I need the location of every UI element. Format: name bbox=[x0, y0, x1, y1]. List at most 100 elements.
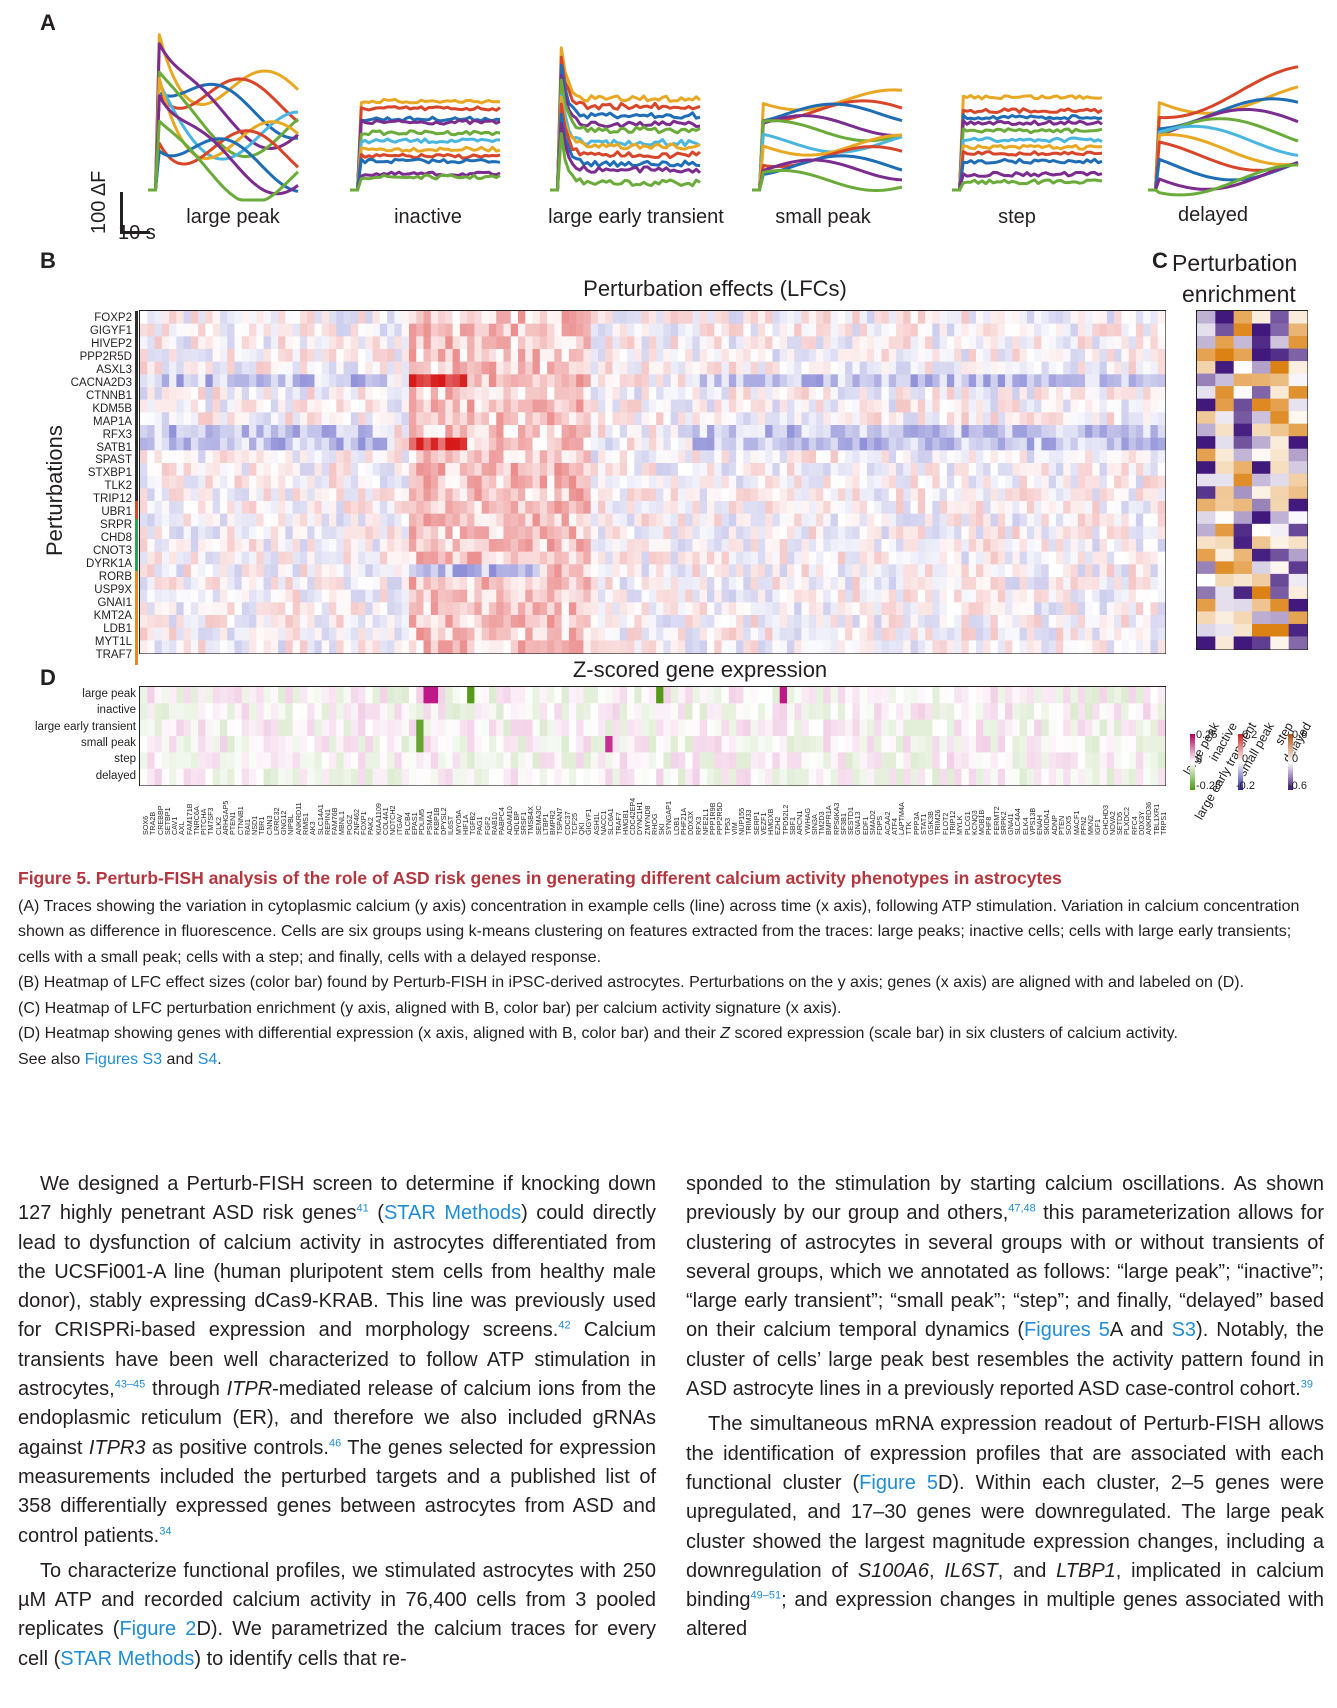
heatmap-cell bbox=[241, 526, 250, 540]
expression-cell bbox=[677, 752, 686, 770]
heatmap-cell bbox=[299, 450, 308, 464]
heatmap-cell bbox=[932, 412, 941, 426]
heatmap-cell bbox=[1157, 437, 1166, 451]
heatmap-cell bbox=[423, 501, 432, 515]
heatmap-cell bbox=[917, 311, 926, 325]
expression-cell bbox=[881, 768, 890, 786]
heatmap-cell bbox=[445, 349, 453, 363]
heatmap-cell bbox=[714, 589, 722, 603]
expression-cell bbox=[983, 703, 991, 721]
heatmap-cell bbox=[1099, 501, 1108, 515]
heatmap-cell bbox=[816, 463, 824, 477]
heatmap-cell bbox=[1077, 425, 1086, 439]
expression-cell bbox=[568, 719, 577, 737]
expression-cell bbox=[387, 736, 395, 753]
heatmap-cell bbox=[299, 627, 308, 641]
heatmap-cell bbox=[1012, 374, 1021, 388]
heatmap-cell bbox=[169, 387, 177, 401]
heatmap-cell bbox=[1077, 399, 1086, 413]
heatmap-cell bbox=[677, 336, 686, 350]
heatmap-cell bbox=[198, 349, 206, 363]
heatmap-cell bbox=[983, 627, 991, 641]
heatmap-cell bbox=[270, 374, 279, 388]
expression-cell bbox=[554, 736, 563, 753]
heatmap-cell bbox=[394, 336, 403, 350]
heatmap-cell bbox=[1041, 374, 1050, 388]
heatmap-cell bbox=[518, 539, 526, 553]
heatmap-cell bbox=[278, 513, 286, 527]
heatmap-cell bbox=[997, 488, 1006, 502]
heatmap-cell bbox=[961, 349, 970, 363]
expression-cell bbox=[837, 703, 846, 721]
expression-cell bbox=[1063, 687, 1071, 704]
heatmap-cell bbox=[961, 539, 970, 553]
heatmap-cell bbox=[685, 615, 693, 629]
heatmap-cell bbox=[1055, 349, 1064, 363]
heatmap-cell bbox=[830, 551, 839, 565]
trace-label-step: step bbox=[998, 206, 1036, 228]
heatmap-cell bbox=[379, 387, 388, 401]
heatmap-cell bbox=[212, 463, 221, 477]
heatmap-cell bbox=[1041, 463, 1050, 477]
heatmap-cell bbox=[547, 627, 555, 641]
heatmap-cell bbox=[852, 399, 861, 413]
heatmap-cell bbox=[503, 501, 512, 515]
heatmap-cell bbox=[394, 513, 403, 527]
heatmap-cell bbox=[387, 526, 395, 540]
heatmap-cell bbox=[285, 615, 294, 629]
heatmap-cell bbox=[721, 387, 730, 401]
heatmap-cell bbox=[670, 463, 679, 477]
heatmap-cell bbox=[757, 475, 766, 489]
expression-cell bbox=[896, 719, 904, 737]
heatmap-cell bbox=[161, 577, 170, 591]
heatmap-cell bbox=[321, 361, 330, 375]
heatmap-cell bbox=[627, 361, 635, 375]
expression-cell bbox=[336, 752, 344, 770]
heatmap-cell bbox=[757, 323, 766, 337]
heatmap-cell bbox=[670, 551, 679, 565]
heatmap-cell bbox=[627, 577, 635, 591]
heatmap-cell bbox=[183, 488, 192, 502]
enrichment-cell bbox=[1288, 436, 1308, 450]
expression-cell bbox=[801, 687, 810, 704]
heatmap-cell bbox=[801, 311, 810, 325]
heatmap-cell bbox=[1063, 463, 1071, 477]
heatmap-cell bbox=[1092, 412, 1100, 426]
heatmap-cell bbox=[1005, 551, 1013, 565]
expression-cell bbox=[336, 687, 344, 704]
expression-cell bbox=[1055, 752, 1064, 770]
heatmap-cell bbox=[816, 349, 824, 363]
heatmap-cell bbox=[1048, 323, 1057, 337]
heatmap-cell bbox=[699, 336, 708, 350]
heatmap-cell bbox=[198, 399, 206, 413]
expression-cell bbox=[423, 768, 432, 786]
heatmap-cell bbox=[140, 425, 148, 439]
heatmap-cell bbox=[336, 602, 344, 616]
heatmap-cell bbox=[808, 437, 817, 451]
enrichment-cell bbox=[1270, 323, 1290, 337]
heatmap-cell bbox=[249, 311, 257, 325]
heatmap-cell bbox=[1063, 475, 1071, 489]
heatmap-cell bbox=[1012, 551, 1021, 565]
heatmap-cell bbox=[488, 539, 497, 553]
expression-cell bbox=[1128, 719, 1137, 737]
expression-cell bbox=[307, 736, 315, 753]
heatmap-cell bbox=[874, 539, 882, 553]
heatmap-cell bbox=[1135, 412, 1144, 426]
heatmap-cell bbox=[1034, 627, 1042, 641]
heatmap-cell bbox=[685, 425, 693, 439]
heatmap-cell bbox=[765, 437, 773, 451]
heatmap-cell bbox=[161, 551, 170, 565]
heatmap-cell bbox=[169, 539, 177, 553]
expression-cell bbox=[845, 768, 853, 786]
heatmap-cell bbox=[241, 463, 250, 477]
heatmap-cell bbox=[249, 349, 257, 363]
heatmap-cell bbox=[707, 475, 715, 489]
heatmap-cell bbox=[641, 450, 650, 464]
expression-cell bbox=[1070, 703, 1079, 721]
heatmap-cell bbox=[387, 615, 395, 629]
heatmap-cell bbox=[474, 501, 483, 515]
heatmap-cell bbox=[227, 425, 235, 439]
heatmap-cell bbox=[278, 475, 286, 489]
heatmap-cell bbox=[997, 577, 1006, 591]
